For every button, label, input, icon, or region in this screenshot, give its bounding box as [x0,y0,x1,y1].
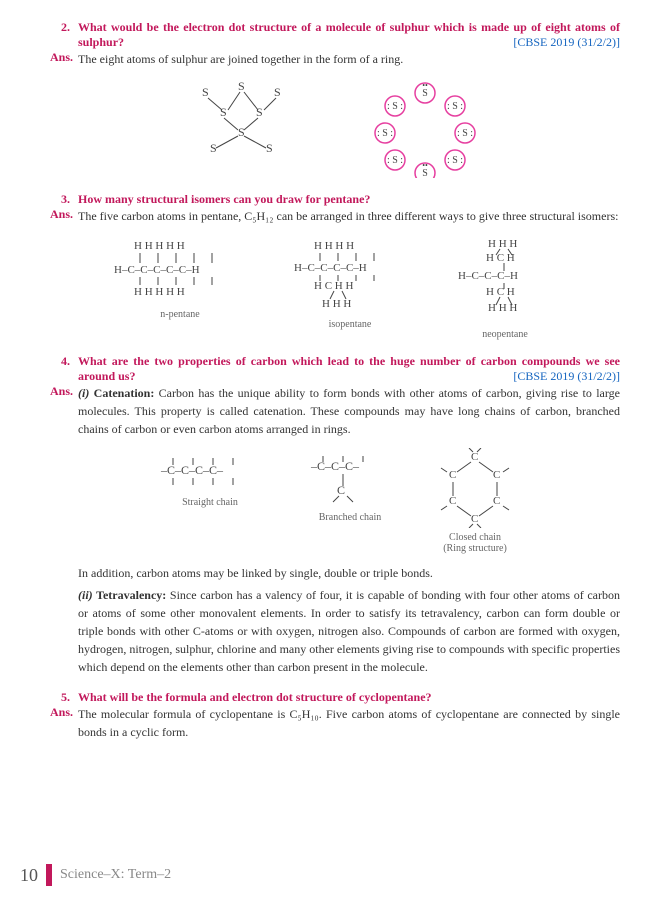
q3-answer: The five carbon atoms in pentane, C₅H₁₂ … [78,207,620,225]
isopentane-box: H H H H H–C–C–C–C–H H C H H H H H isopen… [290,235,410,340]
svg-text:S: S [266,141,273,155]
svg-text:S: S [274,85,281,99]
svg-text:H H H: H H H [322,298,351,310]
ring-chain-diagram: C C C C C C [435,448,515,528]
q5-question: What will be the formula and electron do… [78,690,620,705]
q4-text: What are the two properties of carbon wh… [78,354,620,384]
n-pentane-box: H H H H H H–C–C–C–C–C–H H H H H H n-pent… [110,235,250,340]
q4-figures: –C–C–C–C– Straight chain –C–C–C– C Branc… [50,448,620,554]
q4-reference: [CBSE 2019 (31/2/2)] [513,369,620,384]
q4-i-label: (i) [78,386,89,400]
q4-i-title: Catenation: [89,386,158,400]
svg-text:: S :: : S : [387,155,403,166]
q2-text: What would be the electron dot structure… [78,20,620,50]
neopentane-label: neopentane [482,329,528,340]
branched-chain-box: –C–C–C– C Branched chain [305,448,395,554]
neopentane-diagram: H H H H C H H–C–C–C–H H C H H H H [450,235,560,325]
sulphur-dot-ring-diagram: S: S : : S :: S : S: S : : S :: S : •• •… [360,78,490,178]
svg-text:H–C–C–C–C–C–H: H–C–C–C–C–C–H [114,264,200,276]
q4-i-tail: In addition, carbon atoms may be linked … [78,564,620,582]
q2-figures: SSS SS S SS [50,78,620,178]
svg-text:H H H H: H H H H [314,240,354,252]
isopentane-diagram: H H H H H–C–C–C–C–H H C H H H H H [290,235,410,315]
straight-chain-box: –C–C–C–C– Straight chain [155,448,265,554]
q2-answer: The eight atoms of sulphur are joined to… [78,50,620,68]
svg-text:H H H: H H H [488,238,517,250]
q4-ii-title: Tetravalency: [93,588,170,602]
svg-text:C: C [493,495,500,507]
svg-text:C: C [471,451,478,463]
page-number: 10 [20,865,38,886]
page-footer: 10 Science–X: Term–2 [0,864,660,886]
q2-ans-label: Ans. [50,50,78,65]
svg-text:H C H H: H C H H [314,280,353,292]
footer-title: Science–X: Term–2 [60,867,171,883]
sulphur-crown-diagram: SSS SS S SS [180,78,320,168]
svg-text:: S :: : S : [447,155,463,166]
straight-chain-diagram: –C–C–C–C– [155,448,265,493]
svg-text:C: C [337,483,345,497]
svg-text:S: S [238,79,245,93]
svg-text:C: C [449,495,456,507]
question-2-block: 2. What would be the electron dot struct… [50,20,620,178]
svg-text:S: S [210,141,217,155]
q4-answer-ii: (ii) Tetravalency: Since carbon has a va… [78,586,620,676]
q3-figures: H H H H H H–C–C–C–C–C–H H H H H H n-pent… [50,235,620,340]
svg-text:S: S [220,105,227,119]
q3-number: 3. [50,192,78,207]
isopentane-label: isopentane [329,319,372,330]
q5-number: 5. [50,690,78,705]
svg-text:C: C [471,513,478,525]
svg-text:S: S [202,85,209,99]
svg-text:: S :: : S : [457,128,473,139]
svg-text:C: C [493,469,500,481]
question-4-block: 4. What are the two properties of carbon… [50,354,620,676]
svg-text:H H H: H H H [488,302,517,314]
svg-text:H H H H H: H H H H H [134,240,185,252]
svg-text:H–C–C–C–C–H: H–C–C–C–C–H [294,262,367,274]
q2-number: 2. [50,20,78,35]
svg-text:S: S [238,125,245,139]
question-5-block: 5. What will be the formula and electron… [50,690,620,741]
ring-chain-label: Closed chain (Ring structure) [443,532,507,554]
n-pentane-label: n-pentane [160,309,199,320]
svg-text:H–C–C–C–H: H–C–C–C–H [458,270,518,282]
q3-question: How many structural isomers can you draw… [78,192,620,207]
q2-reference: [CBSE 2019 (31/2/2)] [513,35,620,50]
svg-text:H H H H H: H H H H H [134,286,185,298]
q4-answer-i: (i) Catenation: Carbon has the unique ab… [78,384,620,438]
svg-text:: S :: : S : [387,101,403,112]
svg-text:H C H: H C H [486,286,515,298]
q3-ans-label: Ans. [50,207,78,222]
q4-ii-label: (ii) [78,588,93,602]
branched-chain-diagram: –C–C–C– C [305,448,395,508]
branched-chain-label: Branched chain [319,512,381,523]
q4-ans-label: Ans. [50,384,78,399]
svg-text:H C H: H C H [486,252,515,264]
straight-chain-label: Straight chain [182,497,238,508]
svg-text:••: •• [422,161,428,170]
q5-ans-label: Ans. [50,705,78,720]
svg-text:–C–C–C–: –C–C–C– [310,459,360,473]
footer-divider [46,864,52,886]
ring-chain-box: C C C C C C Closed chain (Ring structure) [435,448,515,554]
svg-text:C: C [449,469,456,481]
question-3-block: 3. How many structural isomers can you d… [50,192,620,340]
svg-text:: S :: : S : [447,101,463,112]
svg-text:: S :: : S : [377,128,393,139]
q4-number: 4. [50,354,78,369]
svg-text:–C–C–C–C–: –C–C–C–C– [160,463,224,477]
svg-text:S: S [256,105,263,119]
q5-answer: The molecular formula of cyclopentane is… [78,705,620,741]
n-pentane-diagram: H H H H H H–C–C–C–C–C–H H H H H H [110,235,250,305]
svg-text:••: •• [422,81,428,90]
q4-i-text: Carbon has the unique ability to form bo… [78,386,620,436]
neopentane-box: H H H H C H H–C–C–C–H H C H H H H neopen… [450,235,560,340]
